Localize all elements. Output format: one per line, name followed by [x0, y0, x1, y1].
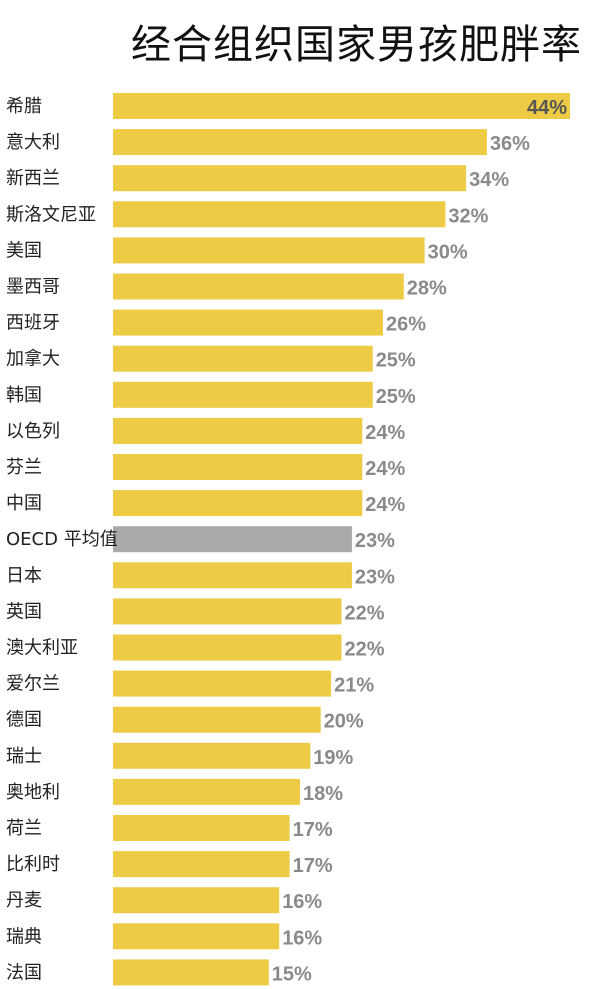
value-label-16: 22%: [345, 639, 385, 661]
value-label-24: 16%: [282, 927, 322, 949]
category-label-2: 意大利: [6, 132, 60, 153]
category-label-21: 荷兰: [6, 818, 42, 839]
bar-6: [113, 273, 404, 300]
value-label-6: 28%: [407, 278, 447, 300]
value-label-25: 15%: [272, 963, 312, 985]
bar-13: [113, 526, 352, 553]
value-label-5: 30%: [428, 241, 468, 263]
category-label-19: 瑞士: [6, 746, 42, 767]
value-label-7: 26%: [386, 314, 426, 336]
bar-25: [113, 959, 269, 986]
bar-24: [113, 923, 280, 950]
category-label-20: 奥地利: [6, 782, 60, 803]
bar-20: [113, 778, 300, 805]
category-label-6: 墨西哥: [6, 277, 60, 298]
value-label-14: 23%: [355, 566, 395, 588]
value-label-3: 34%: [469, 169, 509, 191]
bar-8: [113, 345, 373, 372]
category-label-8: 加拿大: [6, 348, 60, 370]
bar-22: [113, 851, 290, 878]
value-label-10: 24%: [365, 422, 405, 444]
category-label-7: 西班牙: [6, 313, 60, 334]
value-label-9: 25%: [376, 386, 416, 408]
value-label-23: 16%: [282, 891, 322, 913]
value-label-22: 17%: [293, 855, 333, 877]
value-label-4: 32%: [448, 205, 488, 227]
value-label-20: 18%: [303, 783, 343, 805]
value-label-2: 36%: [490, 133, 530, 155]
category-label-22: 比利时: [6, 854, 60, 875]
bar-9: [113, 381, 373, 408]
category-label-3: 新西兰: [6, 168, 60, 189]
category-label-9: 韩国: [6, 385, 42, 406]
value-label-17: 21%: [334, 675, 374, 697]
bar-17: [113, 670, 332, 697]
category-label-16: 澳大利亚: [6, 638, 78, 659]
bar-4: [113, 201, 446, 228]
category-label-1: 希腊: [6, 96, 42, 117]
chart-title: 经合组织国家男孩肥胖率: [131, 22, 582, 68]
category-label-25: 法国: [6, 962, 42, 983]
category-label-15: 英国: [6, 601, 42, 622]
category-label-12: 中国: [6, 493, 42, 514]
value-label-12: 24%: [365, 494, 405, 516]
value-label-8: 25%: [376, 350, 416, 372]
category-label-14: 日本: [6, 565, 42, 586]
category-label-4: 斯洛文尼亚: [6, 204, 96, 225]
value-label-1: 44%: [527, 97, 567, 119]
bar-10: [113, 417, 363, 444]
category-label-13: OECD 平均值: [6, 529, 118, 550]
bar-7: [113, 309, 383, 336]
category-label-18: 德国: [6, 710, 42, 731]
bar-18: [113, 706, 321, 733]
category-label-17: 爱尔兰: [6, 674, 60, 695]
bar-16: [113, 634, 342, 661]
bar-2: [113, 129, 487, 156]
bar-23: [113, 887, 280, 914]
bar-11: [113, 454, 363, 480]
bar-1: [113, 93, 570, 119]
value-label-11: 24%: [365, 458, 405, 480]
bar-14: [113, 562, 352, 589]
category-label-24: 瑞典: [6, 926, 42, 947]
category-label-11: 芬兰: [6, 457, 42, 478]
bar-19: [113, 742, 311, 769]
bar-3: [113, 165, 467, 192]
value-label-21: 17%: [293, 819, 333, 841]
bar-5: [113, 237, 425, 264]
value-label-13: 23%: [355, 530, 395, 552]
value-label-15: 22%: [345, 602, 385, 624]
category-label-5: 美国: [6, 240, 42, 261]
value-label-18: 20%: [324, 711, 364, 733]
category-label-23: 丹麦: [6, 890, 42, 911]
category-label-10: 以色列: [6, 421, 60, 442]
bar-21: [113, 815, 290, 841]
bar-12: [113, 490, 363, 517]
bar-15: [113, 598, 342, 625]
value-label-19: 19%: [313, 747, 353, 769]
